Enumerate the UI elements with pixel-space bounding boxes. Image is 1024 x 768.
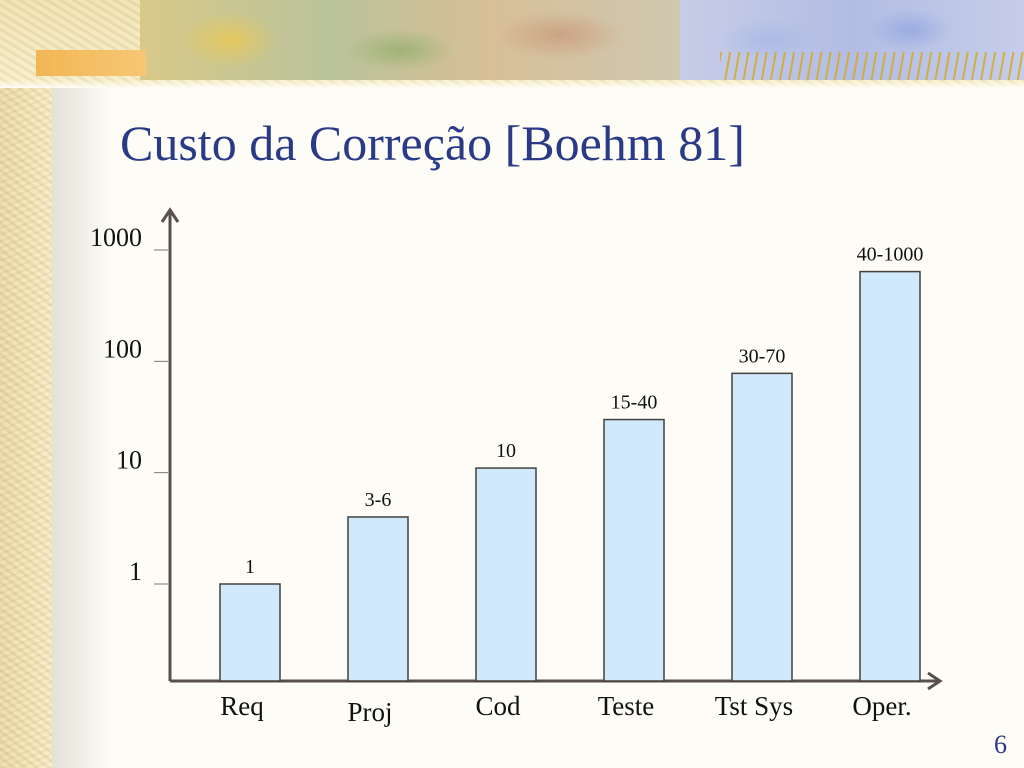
y-tick-label: 100: [103, 334, 142, 363]
data-label: 15-40: [611, 392, 658, 414]
y-tick-label: 10: [116, 446, 142, 475]
data-label: 10: [496, 440, 516, 462]
x-category-label: Req: [220, 691, 264, 721]
x-category-label: Oper.: [852, 691, 911, 721]
x-category-label: Tst Sys: [715, 691, 793, 721]
x-category-label: Proj: [347, 697, 392, 727]
slide-title: Custo da Correção [Boehm 81]: [120, 115, 745, 171]
bar: [859, 270, 921, 682]
banner-orange-band: [36, 50, 146, 76]
y-tick-label: 1000: [90, 223, 142, 252]
chart-axes: [160, 207, 943, 691]
data-labels: 1 3-6 10 15-40 30-70 40-1000: [245, 244, 923, 578]
y-axis-ticks: 1 10 100 1000: [90, 223, 168, 586]
banner-leaves-image: [140, 0, 680, 80]
bar: [219, 583, 281, 682]
bar: [603, 418, 665, 682]
top-decorative-banner: [0, 0, 1024, 88]
x-axis-arrow-icon: [927, 671, 943, 691]
x-axis-categories: Req Proj Cod Teste Tst Sys Oper.: [220, 691, 911, 727]
data-label: 30-70: [739, 345, 786, 367]
left-shadow: [52, 0, 112, 768]
banner-grass-image: [720, 52, 1024, 80]
banner-fade: [0, 80, 1024, 88]
y-axis-arrow-icon: [160, 207, 180, 223]
left-decorative-strip: [0, 0, 52, 768]
data-label: 40-1000: [857, 244, 924, 266]
data-label: 1: [245, 556, 255, 578]
bars: [219, 270, 921, 682]
x-category-label: Teste: [598, 691, 655, 721]
bar: [347, 516, 409, 682]
bar: [475, 467, 537, 682]
x-category-label: Cod: [475, 691, 521, 721]
y-tick-label: 1: [129, 557, 142, 586]
data-label: 3-6: [365, 489, 392, 511]
bar: [731, 372, 793, 682]
page-number: 6: [994, 730, 1007, 759]
